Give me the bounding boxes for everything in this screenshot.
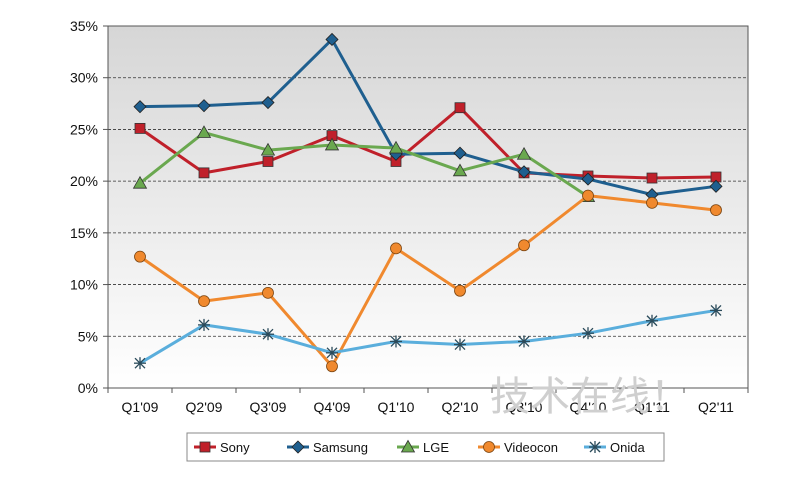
data-point-samsung xyxy=(517,165,531,179)
data-point-lge xyxy=(196,125,212,138)
legend-item-samsung: Samsung xyxy=(287,440,368,455)
data-point-samsung xyxy=(581,172,595,186)
data-point-onida xyxy=(582,327,594,340)
data-point-videocon xyxy=(198,295,210,308)
legend-marker-samsung xyxy=(291,440,305,454)
y-tick-label: 25% xyxy=(70,121,98,137)
data-point-sony xyxy=(134,122,146,134)
x-tick-label: Q1'11 xyxy=(634,399,670,415)
legend-item-sony: Sony xyxy=(194,440,250,455)
data-point-onida xyxy=(646,314,658,327)
series-line-onida xyxy=(139,308,717,365)
data-point-lge xyxy=(324,137,340,151)
data-point-onida xyxy=(262,328,274,341)
x-tick-label: Q3'10 xyxy=(506,399,543,415)
x-tick-label: Q2'11 xyxy=(698,399,734,415)
x-tick-label: Q1'10 xyxy=(378,399,415,415)
series-lines xyxy=(132,32,723,373)
series-videocon xyxy=(134,189,722,373)
data-point-onida xyxy=(134,357,146,370)
x-tick-label: Q2'09 xyxy=(186,399,223,415)
legend-label: Sony xyxy=(220,440,250,455)
x-tick-label: Q3'09 xyxy=(250,399,287,415)
legend-item-onida: Onida xyxy=(584,440,645,455)
x-tick-label: Q4'09 xyxy=(314,399,351,415)
data-point-lge xyxy=(388,140,404,154)
data-point-videocon xyxy=(390,242,402,255)
legend-label: LGE xyxy=(423,440,449,455)
data-point-sony xyxy=(454,102,466,114)
x-tick-label: Q1'09 xyxy=(122,399,159,415)
legend-marker-sony xyxy=(199,441,211,453)
data-point-videocon xyxy=(262,286,274,299)
legend-item-videocon: Videocon xyxy=(478,440,558,455)
legend-label: Onida xyxy=(610,440,645,455)
data-point-onida xyxy=(198,318,210,331)
legend: Sony Samsung LGE Videocon Onida xyxy=(186,432,665,462)
y-tick-label: 20% xyxy=(70,173,98,189)
data-point-onida xyxy=(326,346,338,359)
y-tick-label: 0% xyxy=(78,380,98,396)
data-point-samsung xyxy=(133,100,147,114)
y-tick-label: 15% xyxy=(70,225,98,241)
legend-marker-lge xyxy=(400,439,416,453)
data-point-samsung xyxy=(325,32,339,47)
data-point-sony xyxy=(646,172,658,184)
data-point-samsung xyxy=(709,179,723,193)
data-point-videocon xyxy=(710,204,722,217)
gridlines xyxy=(108,77,748,337)
legend-label: Samsung xyxy=(313,440,368,455)
series-line-lge xyxy=(139,131,589,198)
data-point-videocon xyxy=(646,196,658,209)
data-point-lge xyxy=(132,175,148,189)
data-point-onida xyxy=(454,338,466,351)
data-point-videocon xyxy=(326,360,338,373)
data-point-onida xyxy=(518,335,530,348)
data-point-samsung xyxy=(261,95,275,110)
legend-marker-videocon xyxy=(483,441,495,453)
data-point-lge xyxy=(516,146,532,160)
data-point-samsung xyxy=(197,99,211,113)
data-point-samsung xyxy=(453,146,467,160)
data-point-lge xyxy=(452,163,468,177)
axes: 0% 5% 10% 15% 20% 25% 30% 35% Q1'09 Q2'09 Q3'09 Q4'… xyxy=(70,18,749,415)
legend-label: Videocon xyxy=(504,440,558,455)
x-tick-label: Q2'10 xyxy=(442,399,479,415)
data-point-sony xyxy=(198,167,210,179)
y-tick-label: 10% xyxy=(70,277,98,293)
series-onida xyxy=(134,304,722,370)
data-point-onida xyxy=(710,304,722,317)
series-line-videocon xyxy=(139,194,717,368)
y-tick-label: 30% xyxy=(70,70,98,86)
legend-item-lge: LGE xyxy=(397,439,449,455)
data-point-videocon xyxy=(582,189,594,202)
series-line-samsung xyxy=(139,37,717,197)
data-point-videocon xyxy=(134,250,146,263)
data-point-sony xyxy=(262,156,274,167)
watermark-text: 技术在线！ xyxy=(490,374,690,420)
series-line-sony xyxy=(139,106,717,180)
data-point-lge xyxy=(260,142,276,156)
data-point-onida xyxy=(390,335,402,348)
y-tick-label: 5% xyxy=(78,328,98,344)
y-tick-label: 35% xyxy=(70,18,98,34)
data-point-videocon xyxy=(518,239,530,252)
legend-marker-onida xyxy=(589,441,601,453)
data-point-videocon xyxy=(454,284,466,297)
x-tick-label: Q4'10 xyxy=(570,399,607,415)
